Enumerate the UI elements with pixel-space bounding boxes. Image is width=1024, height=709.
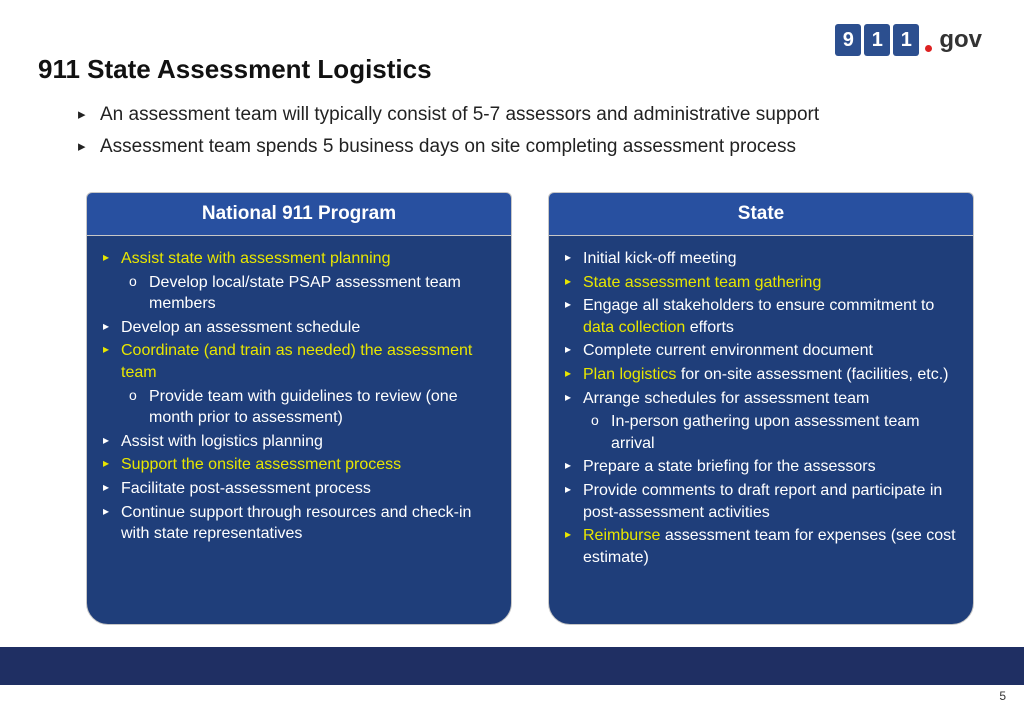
panel-header: State	[548, 192, 974, 235]
logo-digit: 1	[864, 24, 890, 56]
panel-state: State Initial kick-off meetingState asse…	[548, 192, 974, 625]
panel-body: Initial kick-off meetingState assessment…	[548, 235, 974, 625]
list-item: Support the onsite assessment process	[103, 454, 495, 476]
intro-item: Assessment team spends 5 business days o…	[78, 136, 964, 158]
list-item: Arrange schedules for assessment team	[565, 388, 957, 410]
panel-national: National 911 Program Assist state with a…	[86, 192, 512, 625]
page-number: 5	[999, 689, 1006, 703]
intro-list: An assessment team will typically consis…	[78, 104, 964, 168]
list-item: Reimburse assessment team for expenses (…	[565, 525, 957, 568]
footer-bar	[0, 647, 1024, 685]
list-item: Facilitate post-assessment process	[103, 478, 495, 500]
panel-body: Assist state with assessment planningDev…	[86, 235, 512, 625]
list-item: Initial kick-off meeting	[565, 248, 957, 270]
list-item: Provide comments to draft report and par…	[565, 480, 957, 523]
panels-row: National 911 Program Assist state with a…	[86, 192, 974, 625]
list-item: Continue support through resources and c…	[103, 502, 495, 545]
intro-item: An assessment team will typically consis…	[78, 104, 964, 126]
list-item: Coordinate (and train as needed) the ass…	[103, 340, 495, 383]
list-item: State assessment team gathering	[565, 272, 957, 294]
list-item: Assist state with assessment planning	[103, 248, 495, 270]
list-item: Assist with logistics planning	[103, 431, 495, 453]
list-item: Prepare a state briefing for the assesso…	[565, 456, 957, 478]
logo-dot-icon	[925, 45, 932, 52]
logo-digit: 9	[835, 24, 861, 56]
list-item: Complete current environment document	[565, 340, 957, 362]
sub-list-item: Develop local/state PSAP assessment team…	[103, 272, 495, 315]
panel-header: National 911 Program	[86, 192, 512, 235]
logo-suffix: gov	[939, 26, 982, 54]
logo: 9 1 1 gov	[835, 24, 982, 56]
sub-list-item: Provide team with guidelines to review (…	[103, 386, 495, 429]
logo-digit: 1	[893, 24, 919, 56]
list-item: Engage all stakeholders to ensure commit…	[565, 295, 957, 338]
page-title: 911 State Assessment Logistics	[38, 54, 432, 85]
list-item: Plan logistics for on-site assessment (f…	[565, 364, 957, 386]
sub-list-item: In-person gathering upon assessment team…	[565, 411, 957, 454]
list-item: Develop an assessment schedule	[103, 317, 495, 339]
